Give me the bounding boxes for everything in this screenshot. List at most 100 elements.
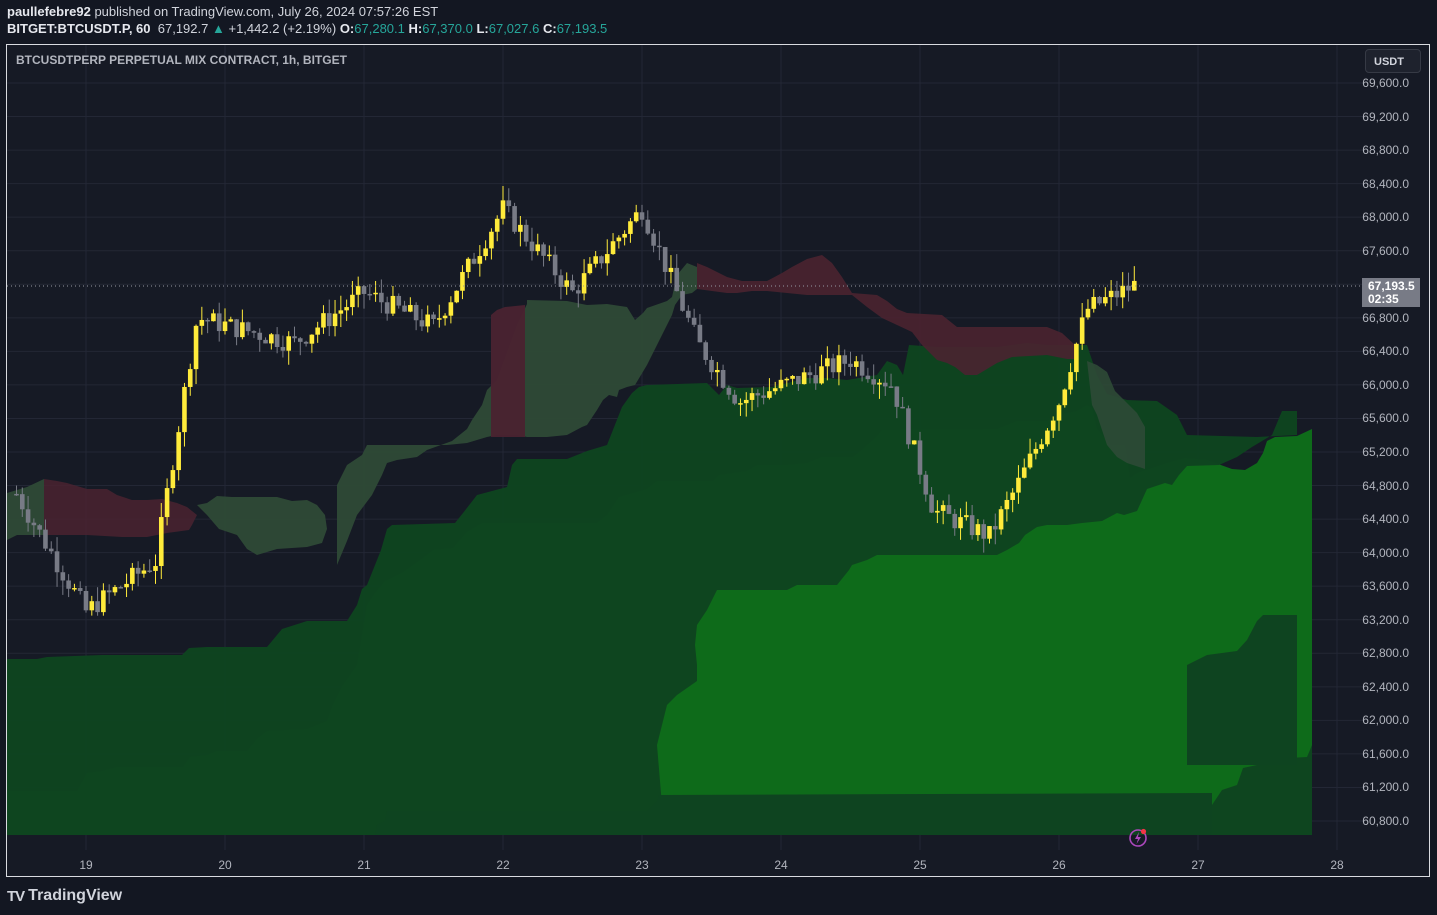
band-lower-bottom [375,793,1212,835]
price-tick-label: 65,200.0 [1362,445,1409,459]
candle [952,513,958,529]
candle [888,386,894,388]
candle [755,393,761,396]
candle [494,218,500,232]
chart-pane[interactable]: BTCUSDTPERP PERPETUAL MIX CONTRACT, 1h, … [6,44,1430,877]
cloud-bear-right [697,255,1075,375]
candle [923,474,929,495]
candle [1103,297,1108,304]
candle [489,231,494,249]
candle [518,224,523,232]
candle [193,325,199,370]
candle [89,601,95,611]
candle [332,313,338,327]
candle [830,358,836,373]
time-tick-label: 19 [79,858,93,872]
time-tick-label: 25 [913,858,927,872]
candle [112,587,118,593]
candle [245,322,251,332]
candle [396,295,402,306]
candle [465,258,471,273]
price-tick-label: 63,200.0 [1362,612,1409,627]
time-tick-label: 21 [357,858,371,872]
candle [101,590,106,613]
band-upper [7,343,1312,835]
candle [303,341,309,344]
candle [355,286,361,295]
cloud-bear-block [491,305,525,437]
candle [43,529,48,549]
time-tick-label: 27 [1191,858,1205,872]
tradingview-brand[interactable]: TV TradingView [7,887,122,905]
candle [732,394,737,404]
candle [581,273,587,294]
last-price-tag: 67,193.5 02:35 [1362,278,1420,307]
band-upper-right-tail [1187,615,1297,765]
candle [1091,296,1097,309]
candle [326,313,332,327]
candle [48,548,54,552]
candle [153,566,158,571]
candle [674,267,680,292]
candle [384,302,390,314]
candle [118,587,124,589]
candle [882,382,888,387]
candle [564,280,570,287]
candle [929,494,934,513]
last-price: 67,192.7 [157,21,209,36]
candle [871,379,876,385]
candle [813,375,819,384]
candle [471,258,477,264]
candle [234,319,239,338]
cloud-bull-right [1087,361,1145,469]
candle [315,327,320,335]
candle [859,361,865,376]
candle [906,408,911,445]
candle [124,583,129,588]
candle [668,267,674,272]
candle [657,245,662,248]
candle [1131,280,1137,291]
open-value: 67,280.1 [354,21,405,36]
candle [662,247,668,272]
candle [633,212,639,222]
candle [1039,444,1044,449]
high-value: 67,370.0 [422,21,473,36]
candle [604,254,610,264]
tradingview-logo-icon: TV [7,887,25,905]
candle [610,241,616,255]
candle [483,248,488,257]
brand-name: TradingView [28,887,123,904]
symbol-legend: BITGET:BTCUSDT.P, 60 67,192.7 ▲ +1,442.2… [7,21,607,36]
lightning-alert-icon[interactable] [1128,827,1148,847]
candle [83,590,89,611]
candle [170,470,176,489]
candle [853,361,859,367]
candle [60,572,66,581]
last-price-tag-value: 67,193.5 [1368,279,1415,293]
candle [1010,492,1015,500]
candle [958,517,963,529]
candle [1074,343,1079,373]
candle [1021,467,1027,478]
candle [894,386,900,407]
candle [726,387,732,395]
candle [257,332,263,340]
price-plot[interactable] [7,45,1430,877]
currency-button[interactable]: USDT [1365,49,1421,73]
countdown-timer: 02:35 [1368,292,1399,306]
candle [738,403,743,405]
candle [703,342,709,360]
candle [419,320,425,327]
price-tick-label: 63,600.0 [1362,579,1409,594]
candle [425,314,431,327]
candle [639,212,645,220]
candle [651,233,656,246]
candle [14,493,19,496]
symbol-name[interactable]: BITGET:BTCUSDT.P, 60 [7,21,151,36]
candle [807,372,813,376]
price-tick-label: 62,400.0 [1362,679,1409,694]
candle [130,567,135,584]
candle [796,375,801,385]
candle [263,339,268,344]
